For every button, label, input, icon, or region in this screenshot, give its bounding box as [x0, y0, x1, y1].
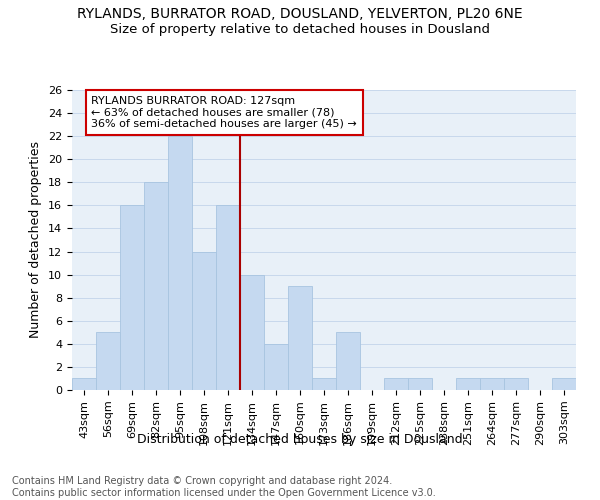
Bar — [264, 344, 288, 390]
Bar — [480, 378, 504, 390]
Bar — [312, 378, 336, 390]
Bar — [192, 252, 216, 390]
Bar — [96, 332, 120, 390]
Y-axis label: Number of detached properties: Number of detached properties — [29, 142, 43, 338]
Bar — [552, 378, 576, 390]
Bar — [456, 378, 480, 390]
Bar — [408, 378, 432, 390]
Bar — [288, 286, 312, 390]
Bar — [240, 274, 264, 390]
Bar — [336, 332, 360, 390]
Text: RYLANDS BURRATOR ROAD: 127sqm
← 63% of detached houses are smaller (78)
36% of s: RYLANDS BURRATOR ROAD: 127sqm ← 63% of d… — [91, 96, 357, 129]
Text: Distribution of detached houses by size in Dousland: Distribution of detached houses by size … — [137, 432, 463, 446]
Bar — [144, 182, 168, 390]
Text: RYLANDS, BURRATOR ROAD, DOUSLAND, YELVERTON, PL20 6NE: RYLANDS, BURRATOR ROAD, DOUSLAND, YELVER… — [77, 8, 523, 22]
Bar — [504, 378, 528, 390]
Text: Size of property relative to detached houses in Dousland: Size of property relative to detached ho… — [110, 22, 490, 36]
Bar — [216, 206, 240, 390]
Bar — [384, 378, 408, 390]
Bar — [72, 378, 96, 390]
Bar — [168, 136, 192, 390]
Text: Contains HM Land Registry data © Crown copyright and database right 2024.
Contai: Contains HM Land Registry data © Crown c… — [12, 476, 436, 498]
Bar — [120, 206, 144, 390]
